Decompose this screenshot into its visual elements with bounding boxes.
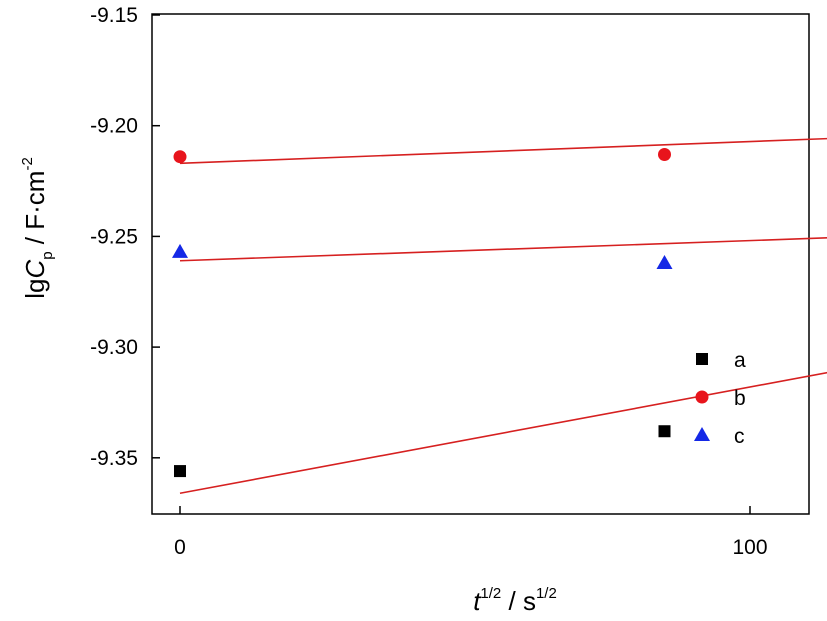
x-tick-label: 0 xyxy=(174,536,186,559)
legend-marker-b xyxy=(695,390,709,404)
fit-lines xyxy=(179,137,827,495)
fit-line-c xyxy=(179,237,827,262)
x-tick-label: 100 xyxy=(732,536,767,559)
y-axis-title: lgCp / F·cm-2 xyxy=(19,157,56,299)
data-point-b xyxy=(173,150,187,164)
y-tick-label: -9.15 xyxy=(90,4,138,27)
legend-marker-c xyxy=(694,427,710,441)
data-points xyxy=(172,147,673,478)
fit-line-b xyxy=(179,137,827,165)
data-point-a xyxy=(174,465,186,478)
x-axis: 0100200300400 xyxy=(174,506,768,559)
data-point-c xyxy=(656,254,673,269)
legend-marker-a xyxy=(696,353,708,365)
x-axis-title: t1/2 / s1/2 xyxy=(473,585,557,616)
y-tick-label: -9.25 xyxy=(90,225,138,248)
y-tick-label: -9.35 xyxy=(90,447,138,470)
legend-label-a: a xyxy=(734,349,746,372)
y-tick-label: -9.30 xyxy=(90,336,138,359)
y-tick-label: -9.20 xyxy=(90,115,138,138)
data-point-a xyxy=(658,425,671,438)
fit-line-a xyxy=(179,371,827,495)
legend-label-b: b xyxy=(734,387,746,410)
data-point-c xyxy=(172,243,188,258)
y-axis: -9.15 -9.20 -9.25 -9.30 -9.35 xyxy=(90,4,160,470)
legend: abc xyxy=(694,349,746,448)
plot-frame xyxy=(151,13,810,515)
data-point-b xyxy=(658,147,671,161)
legend-label-c: c xyxy=(734,425,745,448)
